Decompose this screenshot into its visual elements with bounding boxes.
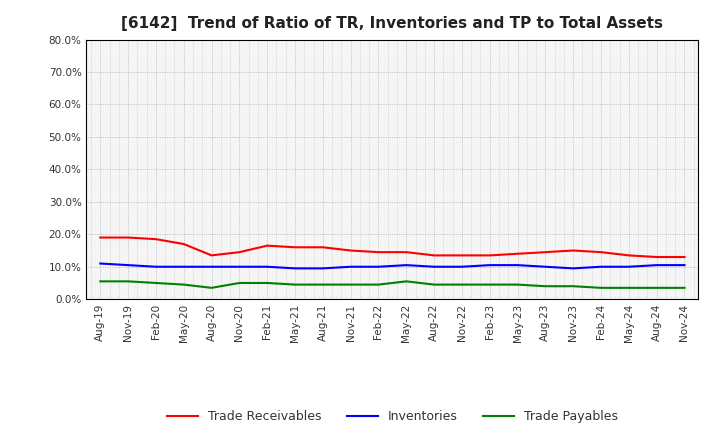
Inventories [152, 264, 161, 269]
Inventories [680, 263, 689, 268]
Trade Payables [263, 280, 271, 286]
Trade Receivables [263, 243, 271, 248]
Trade Payables [652, 285, 661, 290]
Trade Payables [152, 280, 161, 286]
Trade Receivables [680, 254, 689, 260]
Inventories [235, 264, 243, 269]
Inventories [291, 266, 300, 271]
Trade Receivables [207, 253, 216, 258]
Trade Payables [541, 284, 550, 289]
Inventories [652, 263, 661, 268]
Trade Receivables [318, 245, 327, 250]
Inventories [207, 264, 216, 269]
Trade Payables [680, 285, 689, 290]
Trade Receivables [430, 253, 438, 258]
Inventories [263, 264, 271, 269]
Trade Payables [179, 282, 188, 287]
Trade Receivables [485, 253, 494, 258]
Trade Payables [374, 282, 383, 287]
Trade Receivables [179, 242, 188, 247]
Trade Payables [207, 285, 216, 290]
Inventories [569, 266, 577, 271]
Inventories [346, 264, 355, 269]
Trade Payables [430, 282, 438, 287]
Trade Payables [458, 282, 467, 287]
Trade Receivables [569, 248, 577, 253]
Trade Payables [124, 279, 132, 284]
Trade Receivables [96, 235, 104, 240]
Trade Receivables [124, 235, 132, 240]
Trade Payables [96, 279, 104, 284]
Inventories [374, 264, 383, 269]
Inventories [96, 261, 104, 266]
Inventories [513, 263, 522, 268]
Inventories [541, 264, 550, 269]
Trade Payables [597, 285, 606, 290]
Trade Payables [402, 279, 410, 284]
Line: Trade Payables: Trade Payables [100, 281, 685, 288]
Trade Payables [235, 280, 243, 286]
Inventories [624, 264, 633, 269]
Trade Receivables [402, 249, 410, 255]
Trade Payables [346, 282, 355, 287]
Trade Receivables [597, 249, 606, 255]
Trade Receivables [624, 253, 633, 258]
Trade Payables [485, 282, 494, 287]
Legend: Trade Receivables, Inventories, Trade Payables: Trade Receivables, Inventories, Trade Pa… [162, 405, 623, 428]
Inventories [458, 264, 467, 269]
Inventories [485, 263, 494, 268]
Trade Receivables [235, 249, 243, 255]
Line: Inventories: Inventories [100, 264, 685, 268]
Inventories [179, 264, 188, 269]
Inventories [430, 264, 438, 269]
Trade Payables [624, 285, 633, 290]
Trade Receivables [652, 254, 661, 260]
Inventories [402, 263, 410, 268]
Trade Payables [513, 282, 522, 287]
Trade Payables [291, 282, 300, 287]
Inventories [318, 266, 327, 271]
Line: Trade Receivables: Trade Receivables [100, 238, 685, 257]
Trade Payables [569, 284, 577, 289]
Trade Receivables [374, 249, 383, 255]
Trade Payables [318, 282, 327, 287]
Trade Receivables [346, 248, 355, 253]
Trade Receivables [513, 251, 522, 257]
Trade Receivables [291, 245, 300, 250]
Trade Receivables [458, 253, 467, 258]
Inventories [124, 263, 132, 268]
Trade Receivables [541, 249, 550, 255]
Inventories [597, 264, 606, 269]
Title: [6142]  Trend of Ratio of TR, Inventories and TP to Total Assets: [6142] Trend of Ratio of TR, Inventories… [122, 16, 663, 32]
Trade Receivables [152, 237, 161, 242]
